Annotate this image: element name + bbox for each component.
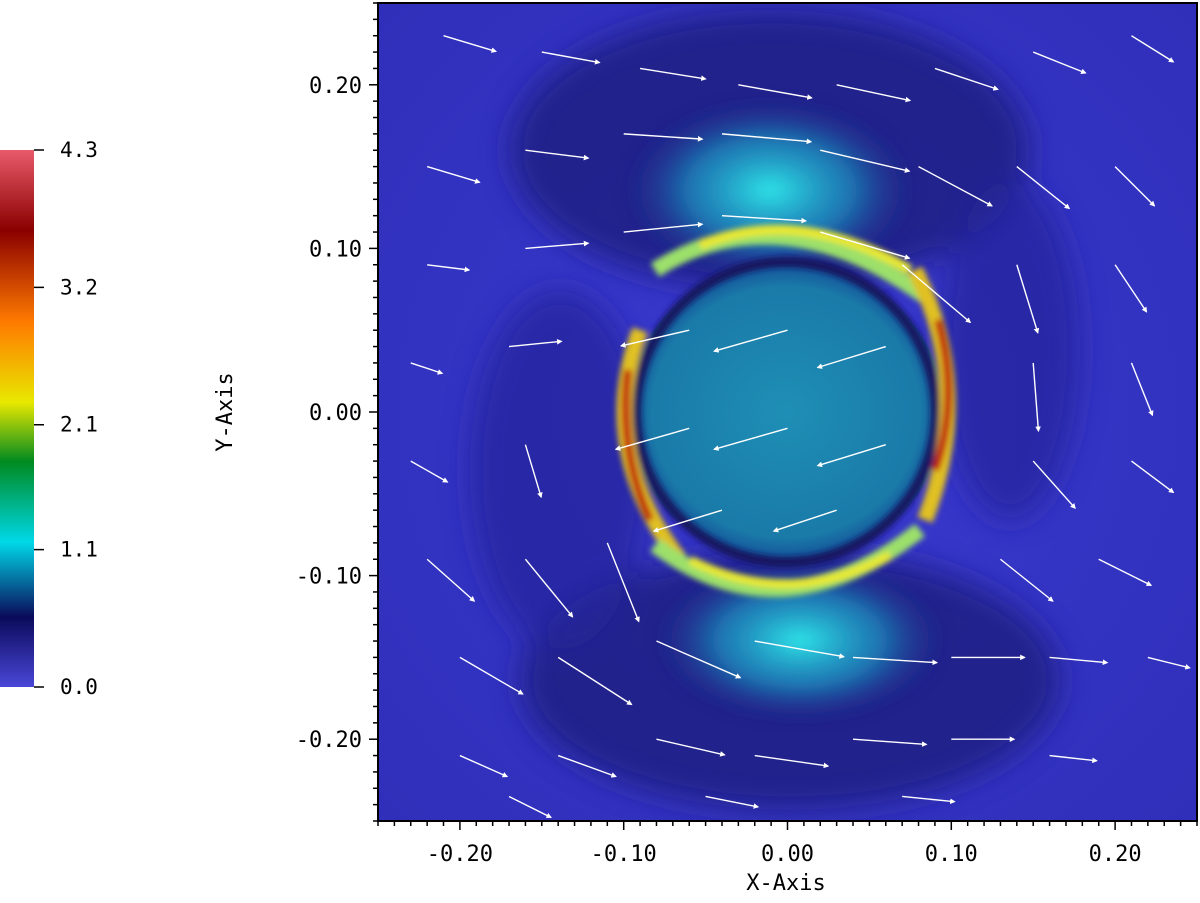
vector-arrow bbox=[918, 165, 993, 207]
vector-arrow bbox=[639, 67, 707, 81]
dark-lobe-right bbox=[940, 180, 1080, 520]
vector-arrow bbox=[524, 444, 543, 499]
vector-arrow bbox=[852, 738, 928, 747]
colorbar-tick-label: 4.3 bbox=[60, 138, 98, 162]
y-axis-title: Y-Axis bbox=[213, 372, 238, 451]
ring-lower-band-core bbox=[687, 551, 893, 589]
vector-arrow bbox=[619, 329, 690, 348]
vector-arrow bbox=[820, 231, 911, 260]
vector-arrow bbox=[427, 264, 471, 273]
vector-arrow bbox=[1032, 362, 1041, 433]
colorbar: 0.0 1.1 2.1 3.2 4.3 bbox=[0, 138, 98, 699]
vector-arrow bbox=[614, 427, 690, 451]
ring-upper-band bbox=[650, 228, 935, 307]
y-axis-ticks: -0.20 -0.10 0.00 0.10 0.20 bbox=[296, 2, 378, 822]
vector-arrow bbox=[816, 444, 886, 468]
vector-arrow bbox=[1114, 264, 1148, 313]
vector-arrow bbox=[410, 460, 449, 483]
halo-lower bbox=[650, 555, 950, 725]
vector-arrow bbox=[524, 558, 574, 618]
ring-interior bbox=[628, 264, 944, 560]
colorbar-tick-label: 2.1 bbox=[60, 413, 98, 437]
vector-arrow bbox=[656, 640, 742, 679]
vector-arrow bbox=[606, 542, 640, 623]
vector-arrow bbox=[459, 656, 524, 695]
vector-arrow bbox=[836, 84, 912, 103]
vector-arrow bbox=[713, 329, 788, 353]
vector-arrow bbox=[426, 165, 481, 184]
vector-arrow bbox=[772, 509, 837, 533]
vector-arrow bbox=[754, 640, 845, 659]
vector-arrow bbox=[705, 795, 760, 809]
y-tick-label: 0.20 bbox=[309, 74, 362, 99]
vector-arrow bbox=[1000, 558, 1054, 602]
ring-upper-band-core bbox=[698, 224, 913, 275]
vector-arrow bbox=[1032, 460, 1076, 510]
vector-arrow bbox=[410, 362, 444, 375]
vector-arrow bbox=[1130, 362, 1154, 417]
vector-arrow bbox=[901, 264, 972, 324]
vector-arrow bbox=[1016, 166, 1071, 210]
vector-arrow bbox=[1131, 460, 1175, 494]
vector-arrow bbox=[541, 51, 601, 65]
vector-arrow bbox=[902, 795, 956, 805]
vector-arrow bbox=[1049, 754, 1098, 764]
vector-arrow bbox=[443, 35, 498, 53]
plot-area: -0.20 -0.10 0.00 0.10 0.20 -0.20 -0.10 0.00 0.1… bbox=[296, 2, 1198, 867]
x-axis-ticks: -0.20 -0.10 0.00 0.10 0.20 bbox=[377, 821, 1198, 867]
vector-arrow bbox=[721, 214, 807, 224]
colorbar-tick-label: 1.1 bbox=[60, 538, 98, 562]
vector-arrow bbox=[557, 656, 633, 706]
vector-arrow bbox=[721, 133, 813, 145]
vector-arrow bbox=[738, 84, 813, 100]
vector-arrow bbox=[623, 221, 704, 233]
vector-arrow bbox=[459, 754, 509, 778]
y-tick-label: 0.10 bbox=[309, 237, 362, 262]
y-tick-label: -0.10 bbox=[296, 565, 362, 590]
vector-arrow bbox=[1016, 264, 1040, 334]
y-tick-label: 0.00 bbox=[309, 401, 362, 426]
colorbar-gradient bbox=[0, 150, 34, 687]
vector-arrow bbox=[713, 427, 788, 451]
vector-arrow bbox=[426, 558, 476, 602]
vector-arrow bbox=[652, 509, 723, 533]
vector-arrow bbox=[1131, 35, 1175, 63]
vector-arrow bbox=[525, 240, 590, 250]
vector-arrow bbox=[1032, 51, 1087, 74]
heatmap-field bbox=[378, 3, 1197, 821]
dark-lobe-left bbox=[470, 290, 650, 650]
ring-dark-edge bbox=[631, 257, 941, 567]
vector-arrow bbox=[623, 133, 704, 142]
x-tick-label: -0.20 bbox=[427, 842, 493, 867]
y-tick-label: -0.20 bbox=[296, 728, 362, 753]
ring-left-core bbox=[621, 369, 654, 522]
x-tick-label: 0.00 bbox=[761, 842, 814, 867]
vector-arrow bbox=[1098, 558, 1153, 587]
vector-arrow bbox=[557, 754, 617, 778]
ring-right-core bbox=[931, 318, 953, 472]
vector-arrow bbox=[656, 738, 726, 757]
vector-arrow bbox=[508, 795, 552, 819]
vector-arrow bbox=[754, 754, 830, 769]
vector-arrow bbox=[1114, 166, 1156, 207]
vector-arrow bbox=[816, 345, 886, 369]
colorbar-ticks: 0.0 1.1 2.1 3.2 4.3 bbox=[34, 138, 98, 699]
x-axis-title: X-Axis bbox=[746, 871, 825, 896]
vector-overlay bbox=[410, 35, 1191, 819]
vector-arrow bbox=[525, 149, 590, 161]
colorbar-tick-label: 0.0 bbox=[60, 675, 98, 699]
vector-arrow bbox=[820, 149, 911, 173]
vector-arrow bbox=[1147, 656, 1191, 670]
vector-arrow bbox=[1049, 656, 1109, 666]
x-tick-label: 0.10 bbox=[925, 842, 978, 867]
vector-arrow bbox=[852, 656, 939, 666]
x-tick-label: 0.20 bbox=[1089, 842, 1142, 867]
vector-arrow bbox=[508, 338, 563, 348]
x-tick-label: -0.10 bbox=[591, 842, 657, 867]
vector-arrow bbox=[934, 67, 999, 91]
colorbar-tick-label: 3.2 bbox=[60, 275, 98, 299]
